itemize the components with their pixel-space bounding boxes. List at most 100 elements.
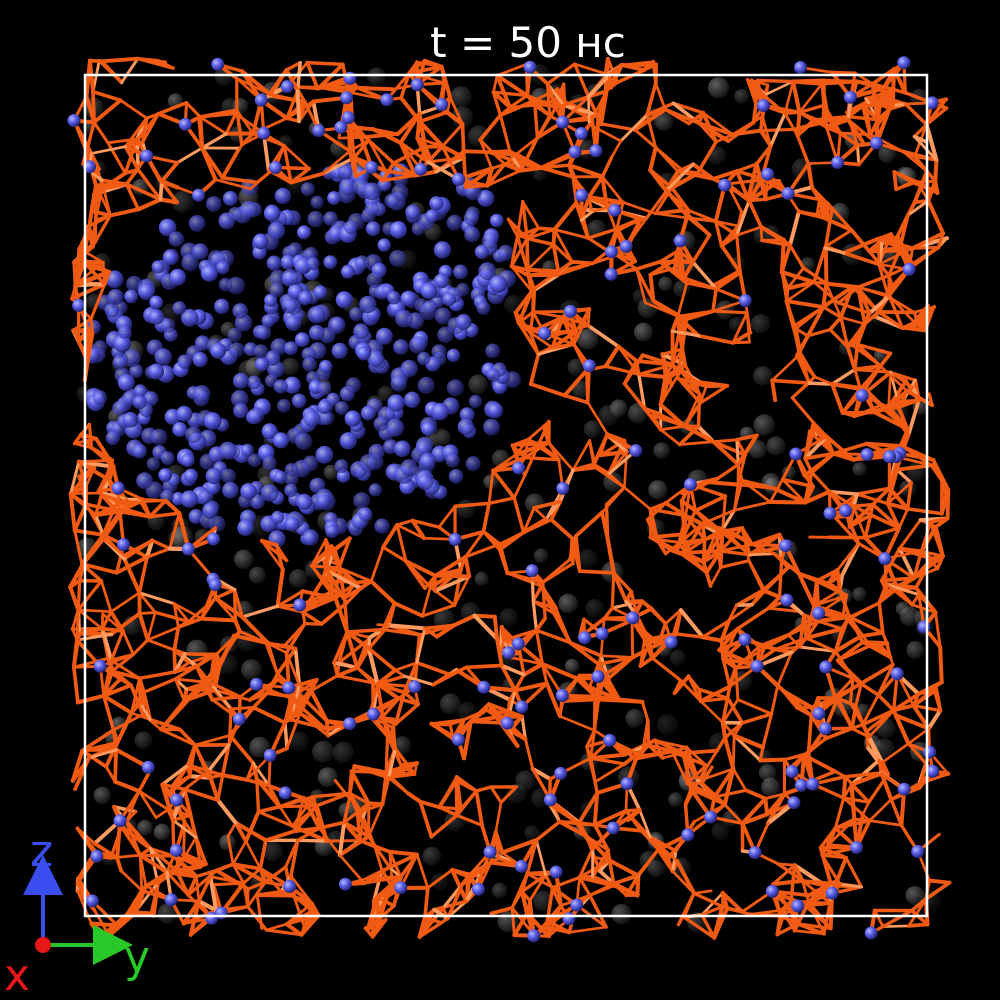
bond [636,848,660,877]
bond [398,111,422,145]
blue-atom [483,418,500,436]
bond [197,116,202,136]
bond [601,655,635,678]
bond [138,853,176,858]
ghost-atom [708,77,730,99]
bond [851,504,873,517]
bond [607,858,640,878]
blue-atom [197,489,214,506]
bond [654,146,686,174]
bond [166,808,192,817]
bond [800,879,833,885]
bond [418,105,441,116]
bond [735,233,742,275]
bond [619,113,649,143]
bond [519,889,530,916]
bond [645,113,658,150]
bond [533,103,540,140]
bond [604,485,627,507]
blue-atom [761,167,775,181]
bond [610,139,623,159]
bond [912,134,929,144]
bond [622,381,647,411]
bond [68,491,98,518]
bond [509,264,529,272]
bond [567,163,605,179]
bond [194,664,215,702]
ghost-atom [153,823,171,841]
blue-atom [789,447,803,461]
blue-atom [257,126,271,140]
bond [263,829,297,843]
bond [645,81,658,117]
blue-atom [765,884,779,898]
blue-atom [368,483,382,497]
bond [403,559,438,578]
blue-atom [897,782,911,796]
bond [887,370,892,409]
blue-atom [619,239,633,253]
bond [176,146,204,165]
bond [184,101,202,119]
bond [303,621,324,626]
bond [588,752,627,761]
bond [134,112,161,144]
blue-atom [489,213,504,228]
blue-atom [338,877,352,891]
bond [317,820,346,830]
bond [297,703,327,731]
blue-atom [240,443,254,457]
bond [282,143,293,185]
bond [137,670,177,680]
bond [147,498,168,519]
bond [899,427,910,448]
bond [376,623,390,627]
ghost-atom [567,358,585,376]
bond [521,516,549,535]
bond [106,656,141,680]
bond [337,566,373,583]
bond [523,440,551,460]
bond [682,514,688,555]
blue-atom [112,355,128,370]
bond [789,863,797,904]
bond [92,98,123,125]
bond [498,113,512,153]
blue-atom [554,766,568,780]
bond [113,710,134,749]
blue-atom [218,441,237,460]
bond [431,676,447,687]
bond [586,72,612,99]
blue-atom [404,391,421,408]
bond [481,501,491,534]
bond [675,314,701,338]
blue-atom [164,893,178,907]
bond [422,626,439,639]
bond [406,791,423,804]
blue-atom [429,196,444,211]
bond [725,907,753,916]
bond [771,878,805,887]
bond [398,141,430,164]
blue-atom [319,359,333,374]
bond [251,705,287,725]
bond [91,89,123,103]
bond [731,311,749,345]
bond [310,564,324,583]
ghost-atom [468,125,490,147]
bond [637,363,675,376]
bond [510,155,544,170]
bond [393,668,406,678]
bond [549,517,574,541]
bond [574,820,595,850]
bond [278,805,294,828]
bond [885,467,899,506]
bond [562,368,589,398]
bond [735,162,759,173]
bond [606,848,616,887]
bond [586,401,609,436]
bond [423,885,430,920]
bond [489,785,503,805]
ghost-atom [753,366,773,386]
bond [755,78,795,84]
